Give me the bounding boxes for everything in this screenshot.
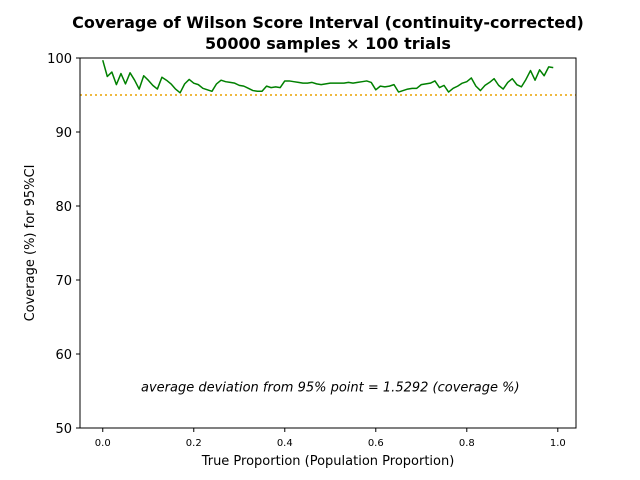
x-tick-label: 0.8 bbox=[459, 438, 475, 449]
x-tick-label: 0.6 bbox=[368, 438, 384, 449]
x-tick-label: 1.0 bbox=[550, 438, 566, 449]
average-deviation-annotation: average deviation from 95% point = 1.529… bbox=[141, 380, 520, 395]
y-tick-label: 70 bbox=[55, 274, 72, 289]
x-axis-label: True Proportion (Population Proportion) bbox=[201, 454, 455, 469]
y-tick-label: 50 bbox=[55, 422, 72, 437]
y-tick-label: 80 bbox=[55, 200, 72, 215]
plot-area bbox=[80, 60, 576, 96]
axes-frame bbox=[79, 57, 577, 429]
x-tick-label: 0.2 bbox=[186, 438, 202, 449]
axes: 0.0 0.2 0.4 0.6 0.8 1.0 50 60 70 80 90 100 bbox=[47, 52, 566, 449]
y-tick-label: 100 bbox=[47, 52, 72, 67]
chart-title-line2: 50000 samples × 100 trials bbox=[205, 34, 451, 53]
coverage-series-line bbox=[102, 60, 554, 94]
y-tick-label: 90 bbox=[55, 126, 72, 141]
y-tick-label: 60 bbox=[55, 348, 72, 363]
x-tick-label: 0.0 bbox=[95, 438, 111, 449]
y-axis-label: Coverage (%) for 95%CI bbox=[23, 165, 38, 322]
x-tick-label: 0.4 bbox=[277, 438, 293, 449]
chart-title-line1: Coverage of Wilson Score Interval (conti… bbox=[72, 13, 584, 32]
